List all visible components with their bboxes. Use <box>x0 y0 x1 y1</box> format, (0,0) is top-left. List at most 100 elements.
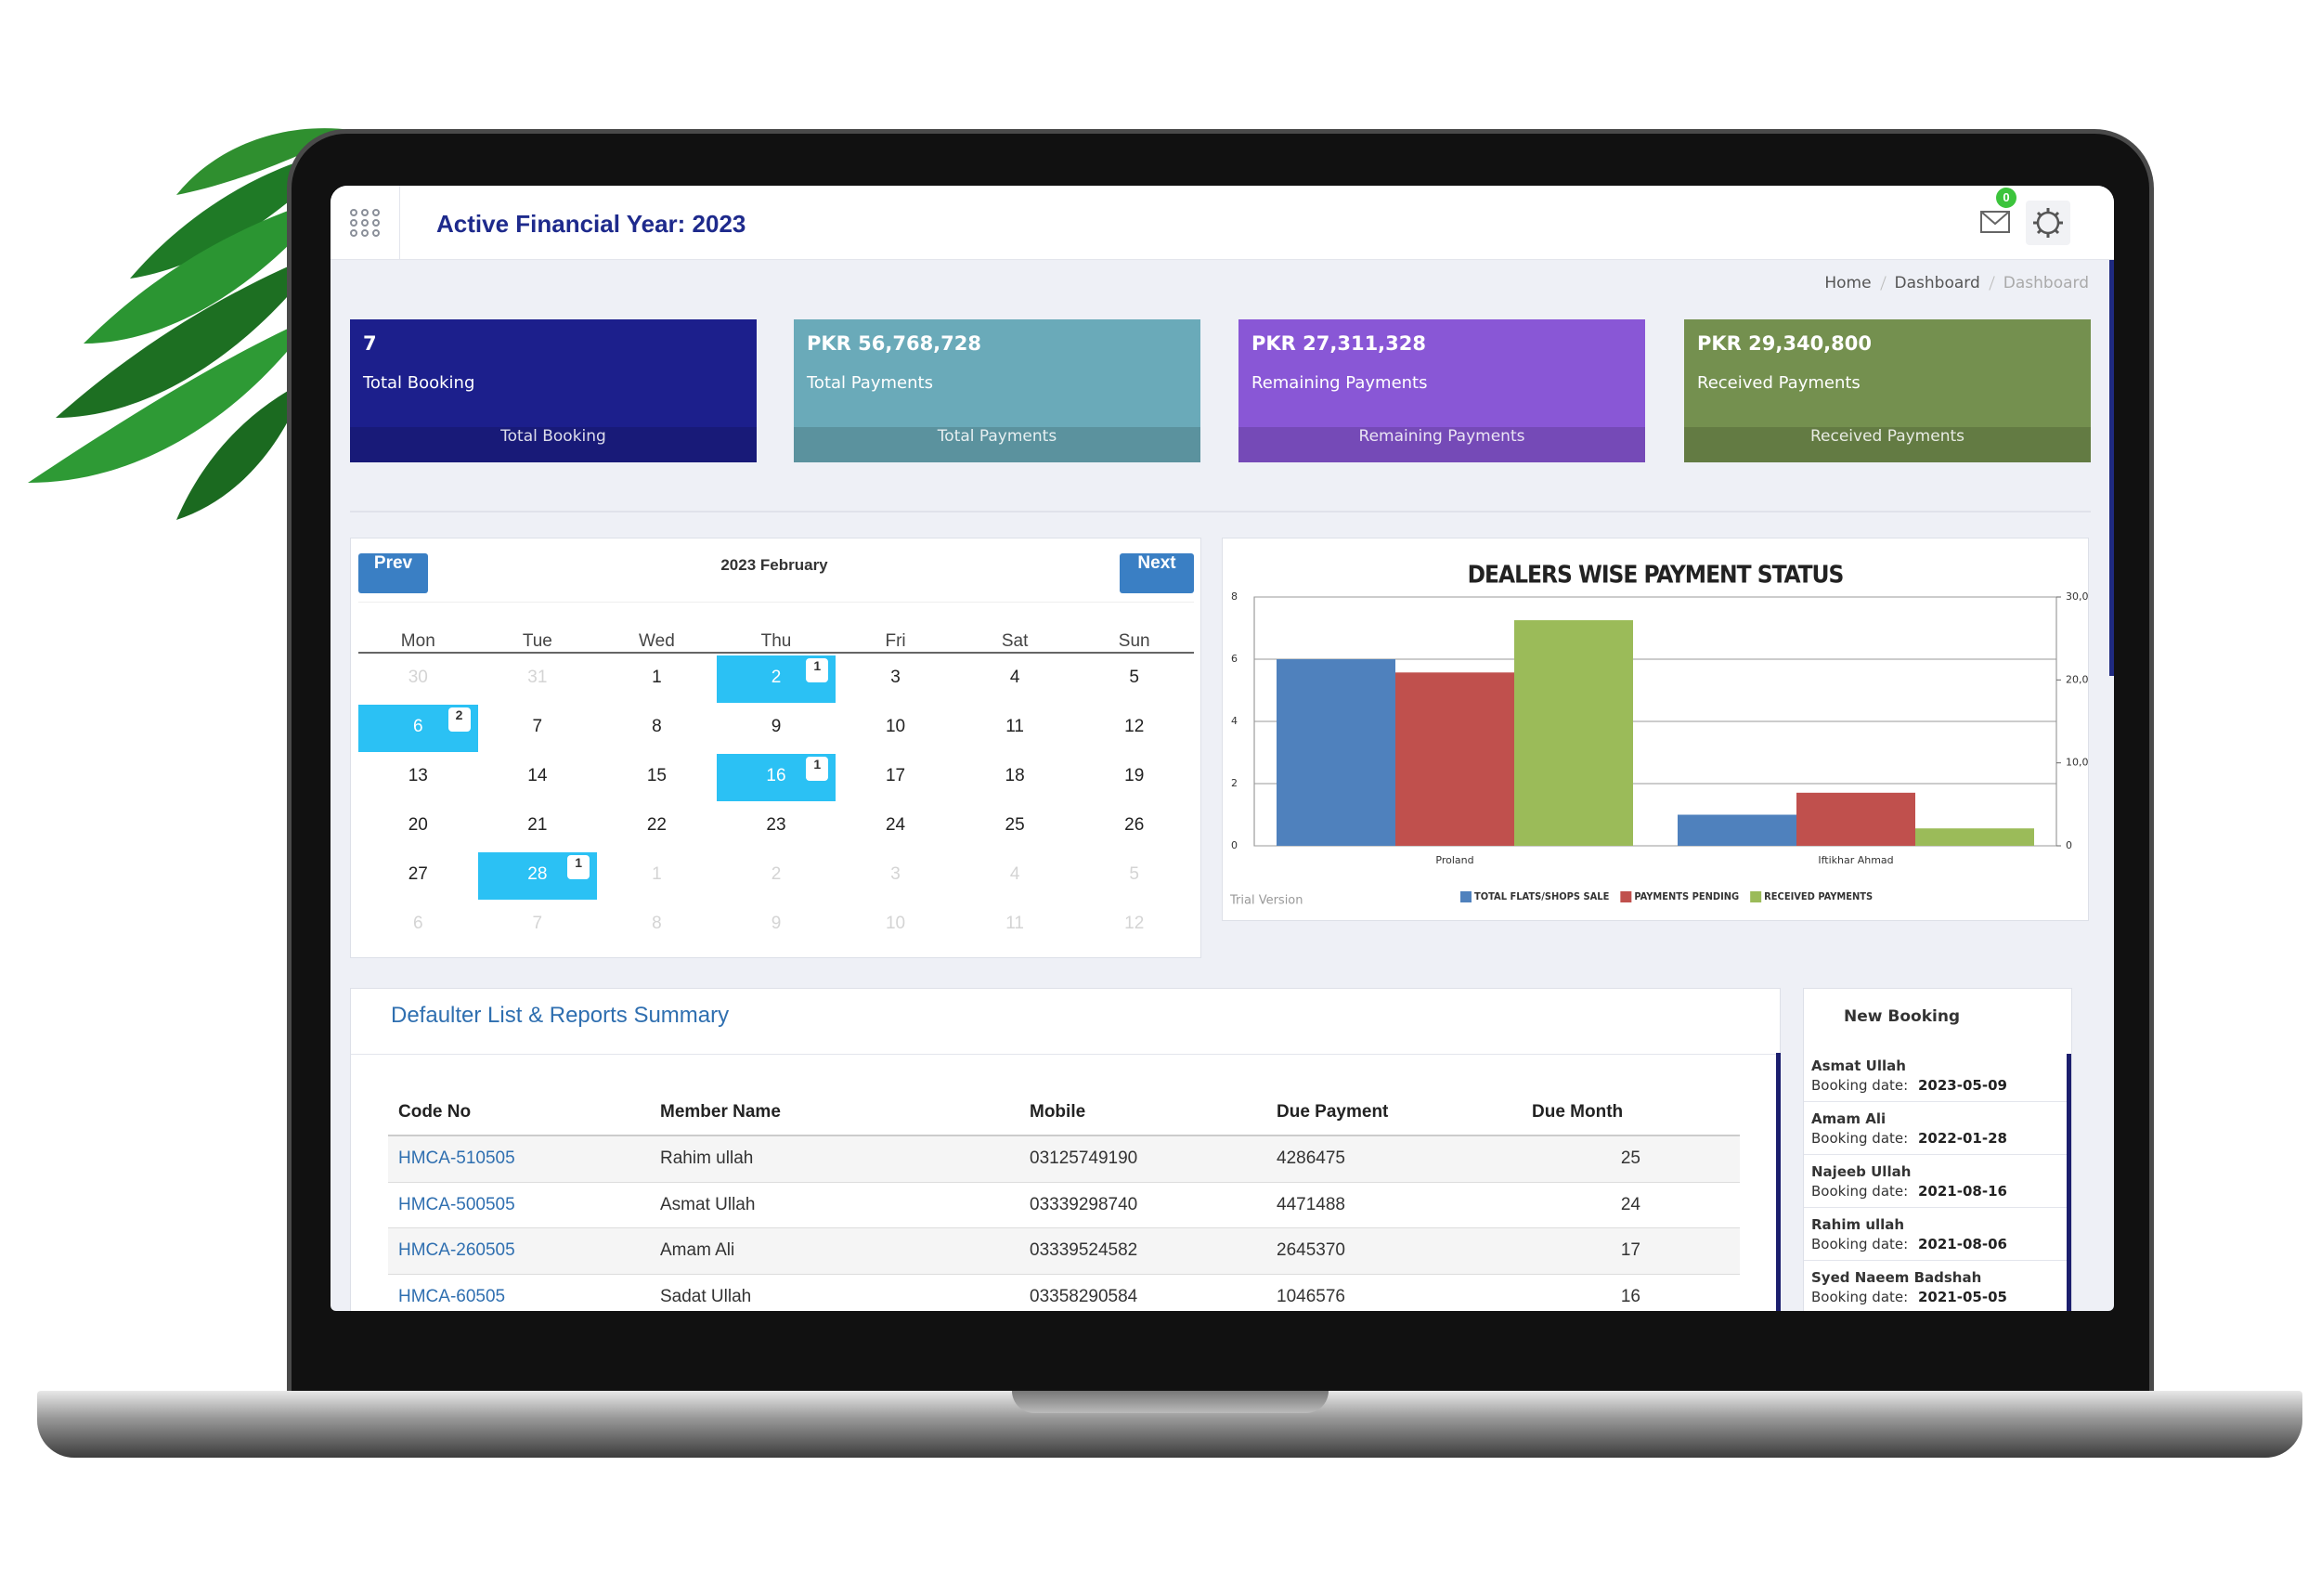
day[interactable]: 8 <box>652 717 662 736</box>
column-header: Due Payment <box>1277 1102 1389 1122</box>
divider <box>351 1054 1782 1055</box>
day[interactable]: 2 <box>771 668 782 687</box>
panel-title: New Booking <box>1844 1007 1961 1026</box>
table-cell[interactable]: HMCA-510505 <box>398 1148 515 1168</box>
legend-label: TOTAL FLATS/SHOPS SALE <box>1474 890 1610 902</box>
table-cell[interactable]: HMCA-260505 <box>398 1240 515 1261</box>
column-header: Code No <box>398 1102 472 1122</box>
day[interactable]: 11 <box>1005 914 1024 933</box>
card-label: Remaining Payments <box>1251 373 1428 393</box>
item-rule <box>1804 1260 2067 1261</box>
table-cell: 4471488 <box>1277 1194 1345 1214</box>
booking-date-label: Booking date: <box>1811 1183 1909 1200</box>
bar <box>1514 620 1633 846</box>
table-cell[interactable]: HMCA-60505 <box>398 1286 506 1306</box>
table-cell[interactable]: HMCA-500505 <box>398 1194 515 1214</box>
table-cell: 03358290584 <box>1030 1286 1138 1306</box>
day[interactable]: 24 <box>885 815 906 835</box>
day[interactable]: 26 <box>1124 815 1145 835</box>
card-footer[interactable]: Total Payments <box>794 427 1200 462</box>
day[interactable]: 17 <box>885 766 906 785</box>
day[interactable]: 10 <box>885 914 906 933</box>
booking-name: Najeeb Ullah <box>1811 1163 1912 1180</box>
day[interactable]: 9 <box>771 914 782 933</box>
day[interactable]: 6 <box>412 914 423 933</box>
calendar-title: 2023 February <box>720 556 828 574</box>
booking-date: 2022-01-28 <box>1918 1130 2007 1147</box>
day[interactable]: 12 <box>1124 717 1145 736</box>
day[interactable]: 7 <box>532 717 543 736</box>
day[interactable]: 19 <box>1124 766 1145 785</box>
day[interactable]: 11 <box>1005 717 1024 736</box>
page-title: Active Financial Year: 2023 <box>436 210 746 238</box>
day[interactable]: 4 <box>1009 668 1020 687</box>
header-rule <box>388 1135 1740 1136</box>
day[interactable]: 15 <box>646 766 667 785</box>
day[interactable]: 21 <box>527 815 548 835</box>
row-rule <box>388 1273 1740 1275</box>
card-footer[interactable]: Total Booking <box>350 427 757 462</box>
booking-date-label: Booking date: <box>1811 1130 1909 1147</box>
card-footer[interactable]: Received Payments <box>1684 427 2091 462</box>
y-tick-label: 8 <box>1231 590 1238 603</box>
day[interactable]: 18 <box>1005 766 1025 785</box>
next-button[interactable]: Next <box>1120 553 1194 593</box>
day[interactable]: 13 <box>408 766 428 785</box>
booking-date: 2023-05-09 <box>1918 1077 2007 1094</box>
stat-card: 7 Total Booking Total Booking <box>350 319 757 462</box>
scroll-bar <box>2067 1054 2071 1311</box>
plant-leaf <box>28 128 359 549</box>
day[interactable]: 20 <box>408 815 428 835</box>
day[interactable]: 2 <box>771 864 782 884</box>
day[interactable]: 8 <box>652 914 662 933</box>
divider <box>399 186 400 260</box>
day[interactable]: 28 <box>527 864 548 884</box>
stat-card: PKR 56,768,728 Total Payments Total Paymen… <box>794 319 1200 462</box>
day[interactable]: 7 <box>532 914 543 933</box>
day[interactable]: 10 <box>885 717 906 736</box>
y2-tick-label: 20,0 <box>2066 673 2089 685</box>
card-footer[interactable]: Remaining Payments <box>1238 427 1645 462</box>
day[interactable]: 22 <box>646 815 667 835</box>
breadcrumb-item[interactable]: Home <box>1824 274 1872 292</box>
defaulter-panel: Defaulter List & Reports Summary Code No… <box>350 988 1782 1311</box>
menu-icon[interactable] <box>349 208 381 238</box>
day[interactable]: 31 <box>527 668 548 687</box>
day[interactable]: 25 <box>1005 815 1025 835</box>
day[interactable]: 30 <box>408 668 428 687</box>
day[interactable]: 9 <box>771 717 782 736</box>
prev-button[interactable]: Prev <box>358 553 428 593</box>
day[interactable]: 14 <box>527 766 548 785</box>
day[interactable]: 23 <box>766 815 786 835</box>
day[interactable]: 1 <box>652 668 662 687</box>
bar <box>1678 814 1796 846</box>
card-label: Received Payments <box>1697 373 1861 393</box>
breadcrumb-item[interactable]: Dashboard <box>1894 274 1980 292</box>
table-cell: Amam Ali <box>660 1240 735 1261</box>
day[interactable]: 3 <box>890 668 901 687</box>
y-tick-label: 6 <box>1231 653 1238 665</box>
day[interactable]: 1 <box>652 864 662 884</box>
top-bar <box>331 186 2114 260</box>
weekday-rule <box>358 652 1194 654</box>
x-tick-label: Proland <box>1435 854 1473 866</box>
day[interactable]: 3 <box>890 864 901 884</box>
day[interactable]: 12 <box>1124 914 1145 933</box>
day[interactable]: 16 <box>766 766 786 785</box>
table-cell: 03339298740 <box>1030 1194 1138 1214</box>
weekday: Sun <box>1118 631 1150 651</box>
weekday: Sat <box>1001 631 1029 651</box>
column-header: Mobile <box>1030 1102 1086 1122</box>
day[interactable]: 5 <box>1129 864 1139 884</box>
mail-icon[interactable] <box>1979 208 2011 236</box>
day[interactable]: 6 <box>412 717 423 736</box>
day[interactable]: 5 <box>1129 668 1139 687</box>
column-header: Member Name <box>660 1102 781 1122</box>
day[interactable]: 4 <box>1009 864 1020 884</box>
card-label: Total Booking <box>363 373 475 393</box>
day[interactable]: 27 <box>408 864 428 884</box>
stat-card: PKR 29,340,800 Received Payments Received … <box>1684 319 2091 462</box>
booking-date-label: Booking date: <box>1811 1077 1909 1094</box>
booking-name: Amam Ali <box>1811 1110 1887 1127</box>
y2-tick-label: 30,0 <box>2066 590 2089 603</box>
